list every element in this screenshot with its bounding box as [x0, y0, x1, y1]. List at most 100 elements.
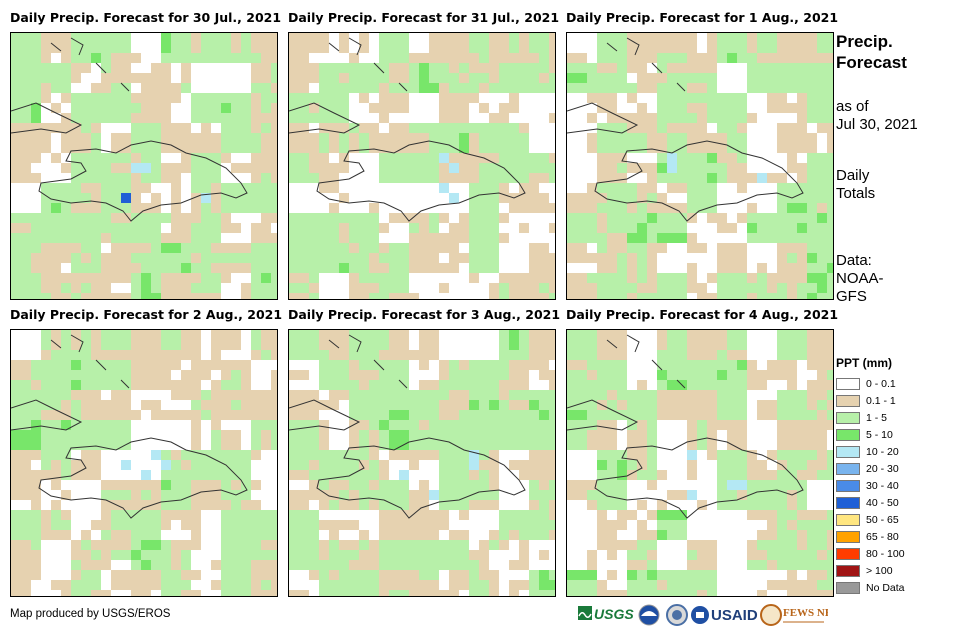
- precip-cell: [171, 510, 181, 520]
- precip-cell: [767, 400, 777, 410]
- precip-cell: [309, 53, 319, 63]
- precip-cell: [399, 33, 409, 43]
- precip-cell: [339, 470, 349, 480]
- precip-cell: [131, 33, 141, 43]
- precip-cell: [617, 83, 627, 93]
- precip-cell: [717, 390, 727, 400]
- precip-cell: [469, 470, 479, 480]
- precip-cell: [777, 420, 787, 430]
- precip-cell: [787, 340, 797, 350]
- precip-cell: [597, 560, 607, 570]
- precip-cell: [339, 233, 349, 243]
- precip-cell: [151, 113, 161, 123]
- precip-cell: [91, 460, 101, 470]
- precip-cell: [697, 83, 707, 93]
- precip-cell: [577, 83, 587, 93]
- precip-cell: [747, 253, 757, 263]
- precip-cell: [697, 580, 707, 590]
- precip-cell: [767, 43, 777, 53]
- precip-cell: [509, 93, 519, 103]
- precip-cell: [359, 340, 369, 350]
- precip-cell: [767, 103, 777, 113]
- precip-cell: [211, 480, 221, 490]
- precip-cell: [61, 520, 71, 530]
- precip-cell: [707, 420, 717, 430]
- precip-cell: [727, 253, 737, 263]
- precip-cell: [141, 390, 151, 400]
- precip-cell: [787, 380, 797, 390]
- precip-cell: [607, 380, 617, 390]
- precip-cell: [717, 173, 727, 183]
- precip-cell: [587, 73, 597, 83]
- precip-cell: [399, 193, 409, 203]
- precip-cell: [21, 420, 31, 430]
- precip-cell: [81, 193, 91, 203]
- precip-cell: [529, 143, 539, 153]
- precip-cell: [71, 53, 81, 63]
- precip-cell: [827, 273, 833, 283]
- precip-cell: [101, 510, 111, 520]
- precip-cell: [787, 430, 797, 440]
- precip-cell: [429, 163, 439, 173]
- precip-cell: [101, 470, 111, 480]
- precip-cell: [539, 193, 549, 203]
- precip-cell: [757, 293, 767, 299]
- precip-cell: [399, 400, 409, 410]
- precip-cell: [549, 550, 555, 560]
- precip-cell: [647, 173, 657, 183]
- precip-cell: [409, 213, 419, 223]
- precip-cell: [271, 203, 277, 213]
- precip-cell: [459, 390, 469, 400]
- precip-cell: [817, 143, 827, 153]
- precip-cell: [657, 580, 667, 590]
- precip-cell: [607, 63, 617, 73]
- precip-cell: [369, 470, 379, 480]
- precip-cell: [261, 273, 271, 283]
- precip-cell: [339, 390, 349, 400]
- precip-cell: [141, 53, 151, 63]
- precip-cell: [577, 490, 587, 500]
- precip-cell: [757, 340, 767, 350]
- precip-cell: [479, 93, 489, 103]
- precip-cell: [171, 63, 181, 73]
- precip-cell: [529, 330, 539, 340]
- precip-cell: [251, 560, 261, 570]
- precip-cell: [221, 153, 231, 163]
- precip-cell: [787, 540, 797, 550]
- precip-cell: [231, 263, 241, 273]
- precip-cell: [21, 43, 31, 53]
- precip-cell: [647, 450, 657, 460]
- precip-cell: [667, 243, 677, 253]
- precip-cell: [647, 570, 657, 580]
- precip-cell: [637, 93, 647, 103]
- precip-cell: [677, 350, 687, 360]
- precip-cell: [21, 213, 31, 223]
- precip-cell: [657, 490, 667, 500]
- precip-cell: [231, 370, 241, 380]
- precip-cell: [201, 203, 211, 213]
- precip-cell: [817, 223, 827, 233]
- precip-cell: [379, 570, 389, 580]
- precip-cell: [597, 360, 607, 370]
- precip-cell: [479, 340, 489, 350]
- precip-cell: [251, 43, 261, 53]
- precip-cell: [359, 410, 369, 420]
- precip-cell: [499, 123, 509, 133]
- precip-cell: [667, 103, 677, 113]
- precip-cell: [687, 550, 697, 560]
- precip-cell: [41, 440, 51, 450]
- precip-cell: [747, 590, 757, 596]
- precip-cell: [221, 263, 231, 273]
- precip-cell: [91, 263, 101, 273]
- precip-cell: [597, 480, 607, 490]
- precip-cell: [717, 123, 727, 133]
- precip-cell: [349, 390, 359, 400]
- precip-cell: [261, 470, 271, 480]
- precip-cell: [241, 53, 251, 63]
- precip-cell: [757, 73, 767, 83]
- precip-cell: [627, 163, 637, 173]
- precip-cell: [797, 193, 807, 203]
- precip-cell: [787, 580, 797, 590]
- precip-cell: [767, 490, 777, 500]
- precip-cell: [489, 460, 499, 470]
